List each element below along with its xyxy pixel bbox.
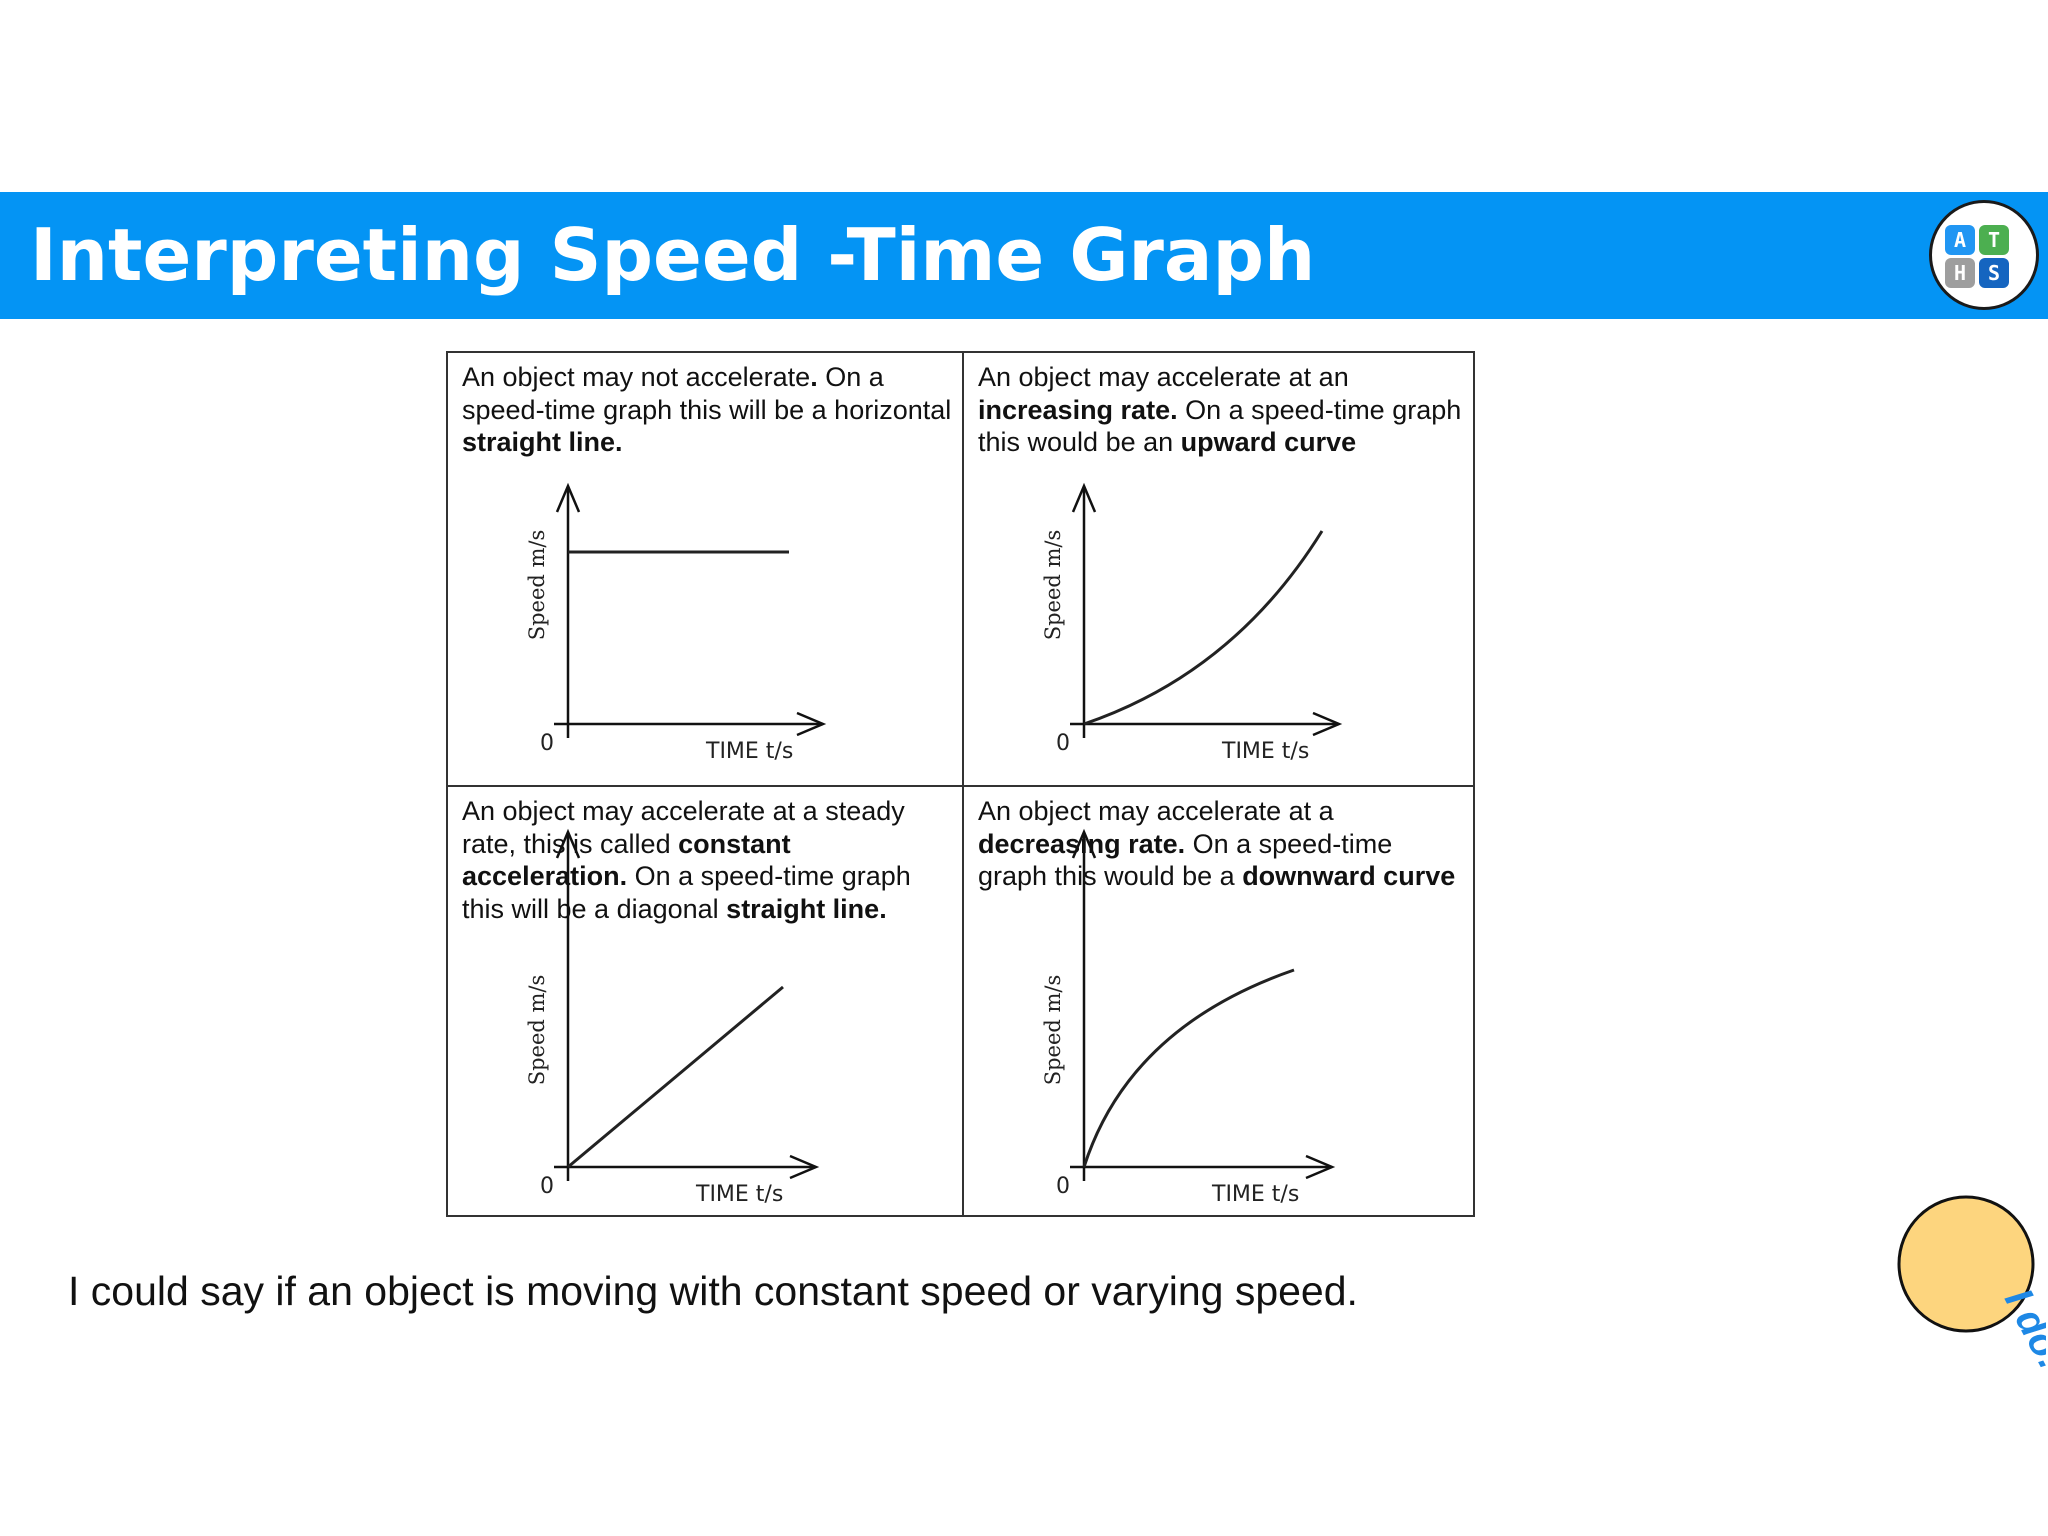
origin-label: 0 (540, 731, 554, 756)
panel-text-bold: straight line. (726, 893, 887, 924)
x-axis-arrow (789, 1154, 820, 1180)
panel-no-acceleration: An object may not accelerate. On a speed… (448, 353, 962, 785)
panel-text: An object may accelerate at a decreasing… (978, 795, 1468, 893)
panel-text-bold: downward curve (1242, 861, 1456, 891)
panel-text-run: An object may not accelerate (462, 362, 811, 392)
x-axis-arrow (796, 711, 827, 737)
grid-divider-horizontal (448, 785, 1473, 787)
y-axis-arrow (1071, 828, 1097, 859)
i-do-badge: I do! (1897, 1195, 2046, 1377)
grid-divider-vertical (962, 353, 964, 1215)
logo-tile-s: S (1979, 258, 2009, 288)
y-axis-label: Speed m/s (525, 530, 549, 641)
graph-line (1082, 968, 1295, 1168)
x-axis-label: TIME t/s (695, 1182, 783, 1207)
panel-text-bold: constant acceleration. (462, 828, 791, 892)
panel-text: An object may not accelerate. On a speed… (462, 361, 952, 459)
x-axis-label: TIME t/s (1221, 739, 1309, 764)
panel-text-run: On a speed-time graph this will be a dia… (462, 861, 911, 924)
panel-text-run: On a speed-time graph this will be a hor… (462, 362, 952, 425)
logo-tile-h: H (1945, 258, 1975, 288)
graph-grid: An object may not accelerate. On a speed… (446, 351, 1475, 1217)
panel-constant-acceleration: An object may accelerate at a steady rat… (448, 787, 962, 1219)
header-banner: Interpreting Speed -Time Graph (0, 192, 2048, 319)
y-axis-label: Speed m/s (525, 975, 549, 1086)
badge-circle (1897, 1195, 2035, 1333)
speed-time-graph: 0 TIME t/s Speed m/s (1041, 828, 1336, 1207)
x-axis-arrow (1312, 711, 1343, 737)
graph-line (1083, 530, 1324, 726)
panel-decreasing-rate: An object may accelerate at a decreasing… (964, 787, 1478, 1219)
panel-text-bold: increasing rate. (978, 394, 1178, 425)
panel-text: An object may accelerate at an increasin… (978, 361, 1468, 459)
graph-line (567, 985, 784, 1169)
panel-text: An object may accelerate at a steady rat… (462, 795, 952, 925)
panel-text-bold: straight line. (462, 427, 623, 457)
panel-text-run: On a speed-time graph this would be an (978, 394, 1462, 458)
panel-text-run: On a speed-time graph this would be a (978, 828, 1393, 892)
y-axis-label: Speed m/s (1041, 975, 1065, 1086)
speed-time-graph: 0 TIME t/s Speed m/s (1041, 482, 1343, 764)
panel-text-bold: upward curve (1180, 427, 1357, 457)
origin-label: 0 (1056, 1174, 1070, 1199)
y-axis-arrow (1071, 482, 1097, 513)
school-logo: A T H S (1929, 200, 2039, 310)
origin-label: 0 (540, 1174, 554, 1199)
y-axis-arrow (555, 482, 581, 513)
x-axis-label: TIME t/s (1211, 1182, 1299, 1207)
panel-text-run: An object may accelerate at a (978, 796, 1334, 826)
speed-time-graph: 0 TIME t/s Speed m/s (525, 482, 827, 764)
page-title: Interpreting Speed -Time Graph (30, 213, 1316, 297)
x-axis-arrow (1305, 1154, 1336, 1180)
panel-increasing-rate: An object may accelerate at an increasin… (964, 353, 1478, 785)
origin-label: 0 (1056, 731, 1070, 756)
logo-tile-a: A (1945, 225, 1975, 255)
panel-text-bold: decreasing rate. (978, 828, 1186, 859)
y-axis-arrow (555, 828, 581, 859)
x-axis-label: TIME t/s (705, 739, 793, 764)
y-axis-label: Speed m/s (1041, 530, 1065, 641)
speed-time-graph: 0 TIME t/s Speed m/s (525, 828, 820, 1207)
logo-tile-t: T (1979, 225, 2009, 255)
panel-text-run: An object may accelerate at an (978, 362, 1349, 392)
panel-text-bold: . (810, 362, 818, 392)
learning-statement: I could say if an object is moving with … (68, 1268, 1358, 1314)
